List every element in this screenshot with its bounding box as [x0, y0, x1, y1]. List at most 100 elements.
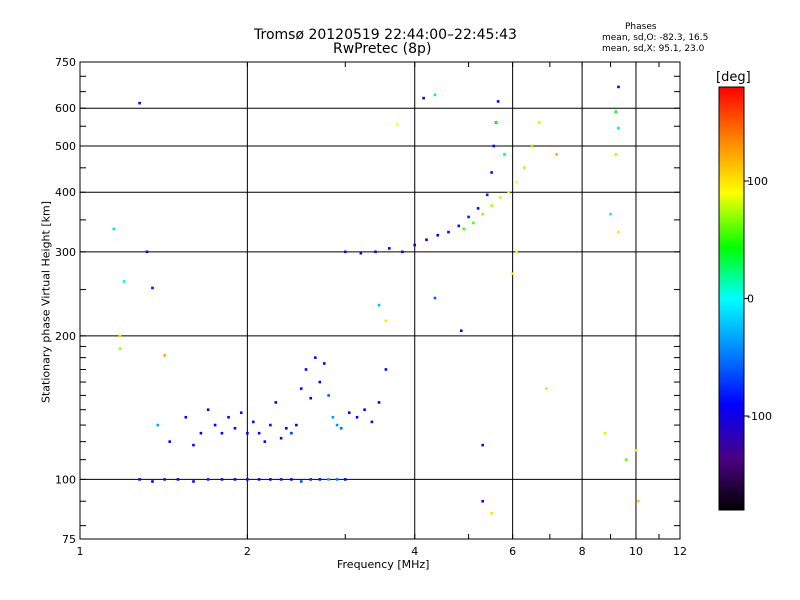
- data-point: [220, 478, 224, 481]
- phases-heading: Phases: [625, 22, 657, 32]
- data-point: [617, 126, 620, 130]
- data-point: [374, 250, 377, 254]
- colorbar-ticks: 100 0 -100: [744, 175, 772, 423]
- data-point: [490, 204, 493, 207]
- data-point: [252, 420, 255, 424]
- data-point: [377, 303, 381, 307]
- data-point: [206, 478, 210, 481]
- data-point: [246, 478, 249, 481]
- data-point: [279, 436, 283, 440]
- data-point: [384, 368, 388, 371]
- data-point: [537, 121, 541, 124]
- data-point: [515, 180, 518, 184]
- data-point: [476, 207, 480, 210]
- chart-subtitle: RwPretec (8p): [333, 41, 432, 57]
- data-point: [285, 426, 288, 430]
- data-point: [314, 356, 317, 359]
- data-point: [257, 478, 261, 481]
- data-point: [377, 401, 381, 404]
- data-point: [151, 480, 154, 483]
- y-tick-label: 300: [55, 246, 76, 259]
- data-point: [617, 230, 620, 234]
- x-tick-label: 1: [77, 545, 84, 558]
- x-tick-label: 8: [579, 545, 586, 558]
- chart-title: Tromsø 20120519 22:44:00–22:45:43: [254, 27, 517, 43]
- grid-lines: [80, 62, 680, 539]
- data-point: [138, 101, 141, 105]
- data-point: [318, 380, 322, 384]
- data-point: [490, 171, 493, 174]
- data-point: [168, 440, 172, 443]
- data-point: [457, 224, 461, 228]
- data-point: [496, 100, 500, 103]
- y-tick-label: 500: [55, 140, 76, 153]
- data-point: [609, 212, 612, 216]
- x-axis-label: Frequency [MHz]: [337, 558, 430, 571]
- data-point: [490, 511, 493, 515]
- data-point: [447, 230, 450, 234]
- data-point: [112, 227, 116, 231]
- data-point: [492, 144, 496, 148]
- data-point: [481, 212, 484, 216]
- data-point: [213, 423, 217, 427]
- data-point: [295, 423, 298, 427]
- data-point: [290, 431, 293, 435]
- data-point: [257, 431, 261, 435]
- data-point: [515, 250, 518, 254]
- data-point: [122, 280, 126, 283]
- data-point: [335, 423, 339, 427]
- data-point: [290, 478, 293, 481]
- data-point: [309, 396, 313, 400]
- data-point: [327, 478, 330, 481]
- data-point: [309, 478, 313, 481]
- y-tick-label: 200: [55, 330, 76, 343]
- data-point: [436, 233, 440, 237]
- data-point: [624, 458, 628, 461]
- data-point: [467, 215, 470, 219]
- data-point: [413, 243, 417, 247]
- data-point: [545, 387, 548, 390]
- data-point: [145, 250, 149, 254]
- data-point: [498, 196, 502, 199]
- data-point: [555, 153, 558, 156]
- data-point: [199, 431, 203, 435]
- data-point: [156, 423, 160, 427]
- y-tick-label: 600: [55, 102, 76, 115]
- data-point: [370, 420, 374, 424]
- data-point: [184, 415, 188, 419]
- data-point: [523, 166, 526, 170]
- data-point: [192, 480, 195, 483]
- data-point: [459, 329, 463, 332]
- data-point: [603, 431, 607, 435]
- data-point: [485, 193, 489, 197]
- data-point: [163, 478, 166, 481]
- data-point: [359, 251, 363, 255]
- data-point: [530, 144, 534, 148]
- data-point: [511, 272, 514, 275]
- data-point: [318, 478, 322, 481]
- data-point: [279, 478, 283, 481]
- colorbar-label: [deg]: [716, 70, 751, 85]
- data-point: [322, 362, 326, 365]
- data-point: [347, 411, 351, 414]
- data-point: [481, 499, 484, 503]
- data-point: [206, 408, 210, 412]
- y-tick-label: 100: [55, 473, 76, 486]
- y-tick-label: 400: [55, 186, 76, 199]
- data-point: [151, 286, 154, 290]
- colorbar-tick-label: 0: [747, 293, 754, 306]
- data-point: [503, 153, 506, 156]
- data-point: [634, 449, 638, 452]
- data-point: [617, 85, 620, 89]
- data-point: [299, 387, 303, 390]
- data-point: [343, 250, 347, 254]
- y-tick-label: 75: [62, 533, 76, 546]
- data-point: [637, 499, 640, 503]
- data-point: [462, 227, 466, 231]
- data-point: [472, 221, 475, 225]
- colorbar-tick-label: 100: [747, 175, 768, 188]
- data-point: [227, 415, 230, 419]
- data-point: [220, 431, 224, 435]
- data-point: [355, 415, 359, 419]
- data-point: [304, 368, 308, 371]
